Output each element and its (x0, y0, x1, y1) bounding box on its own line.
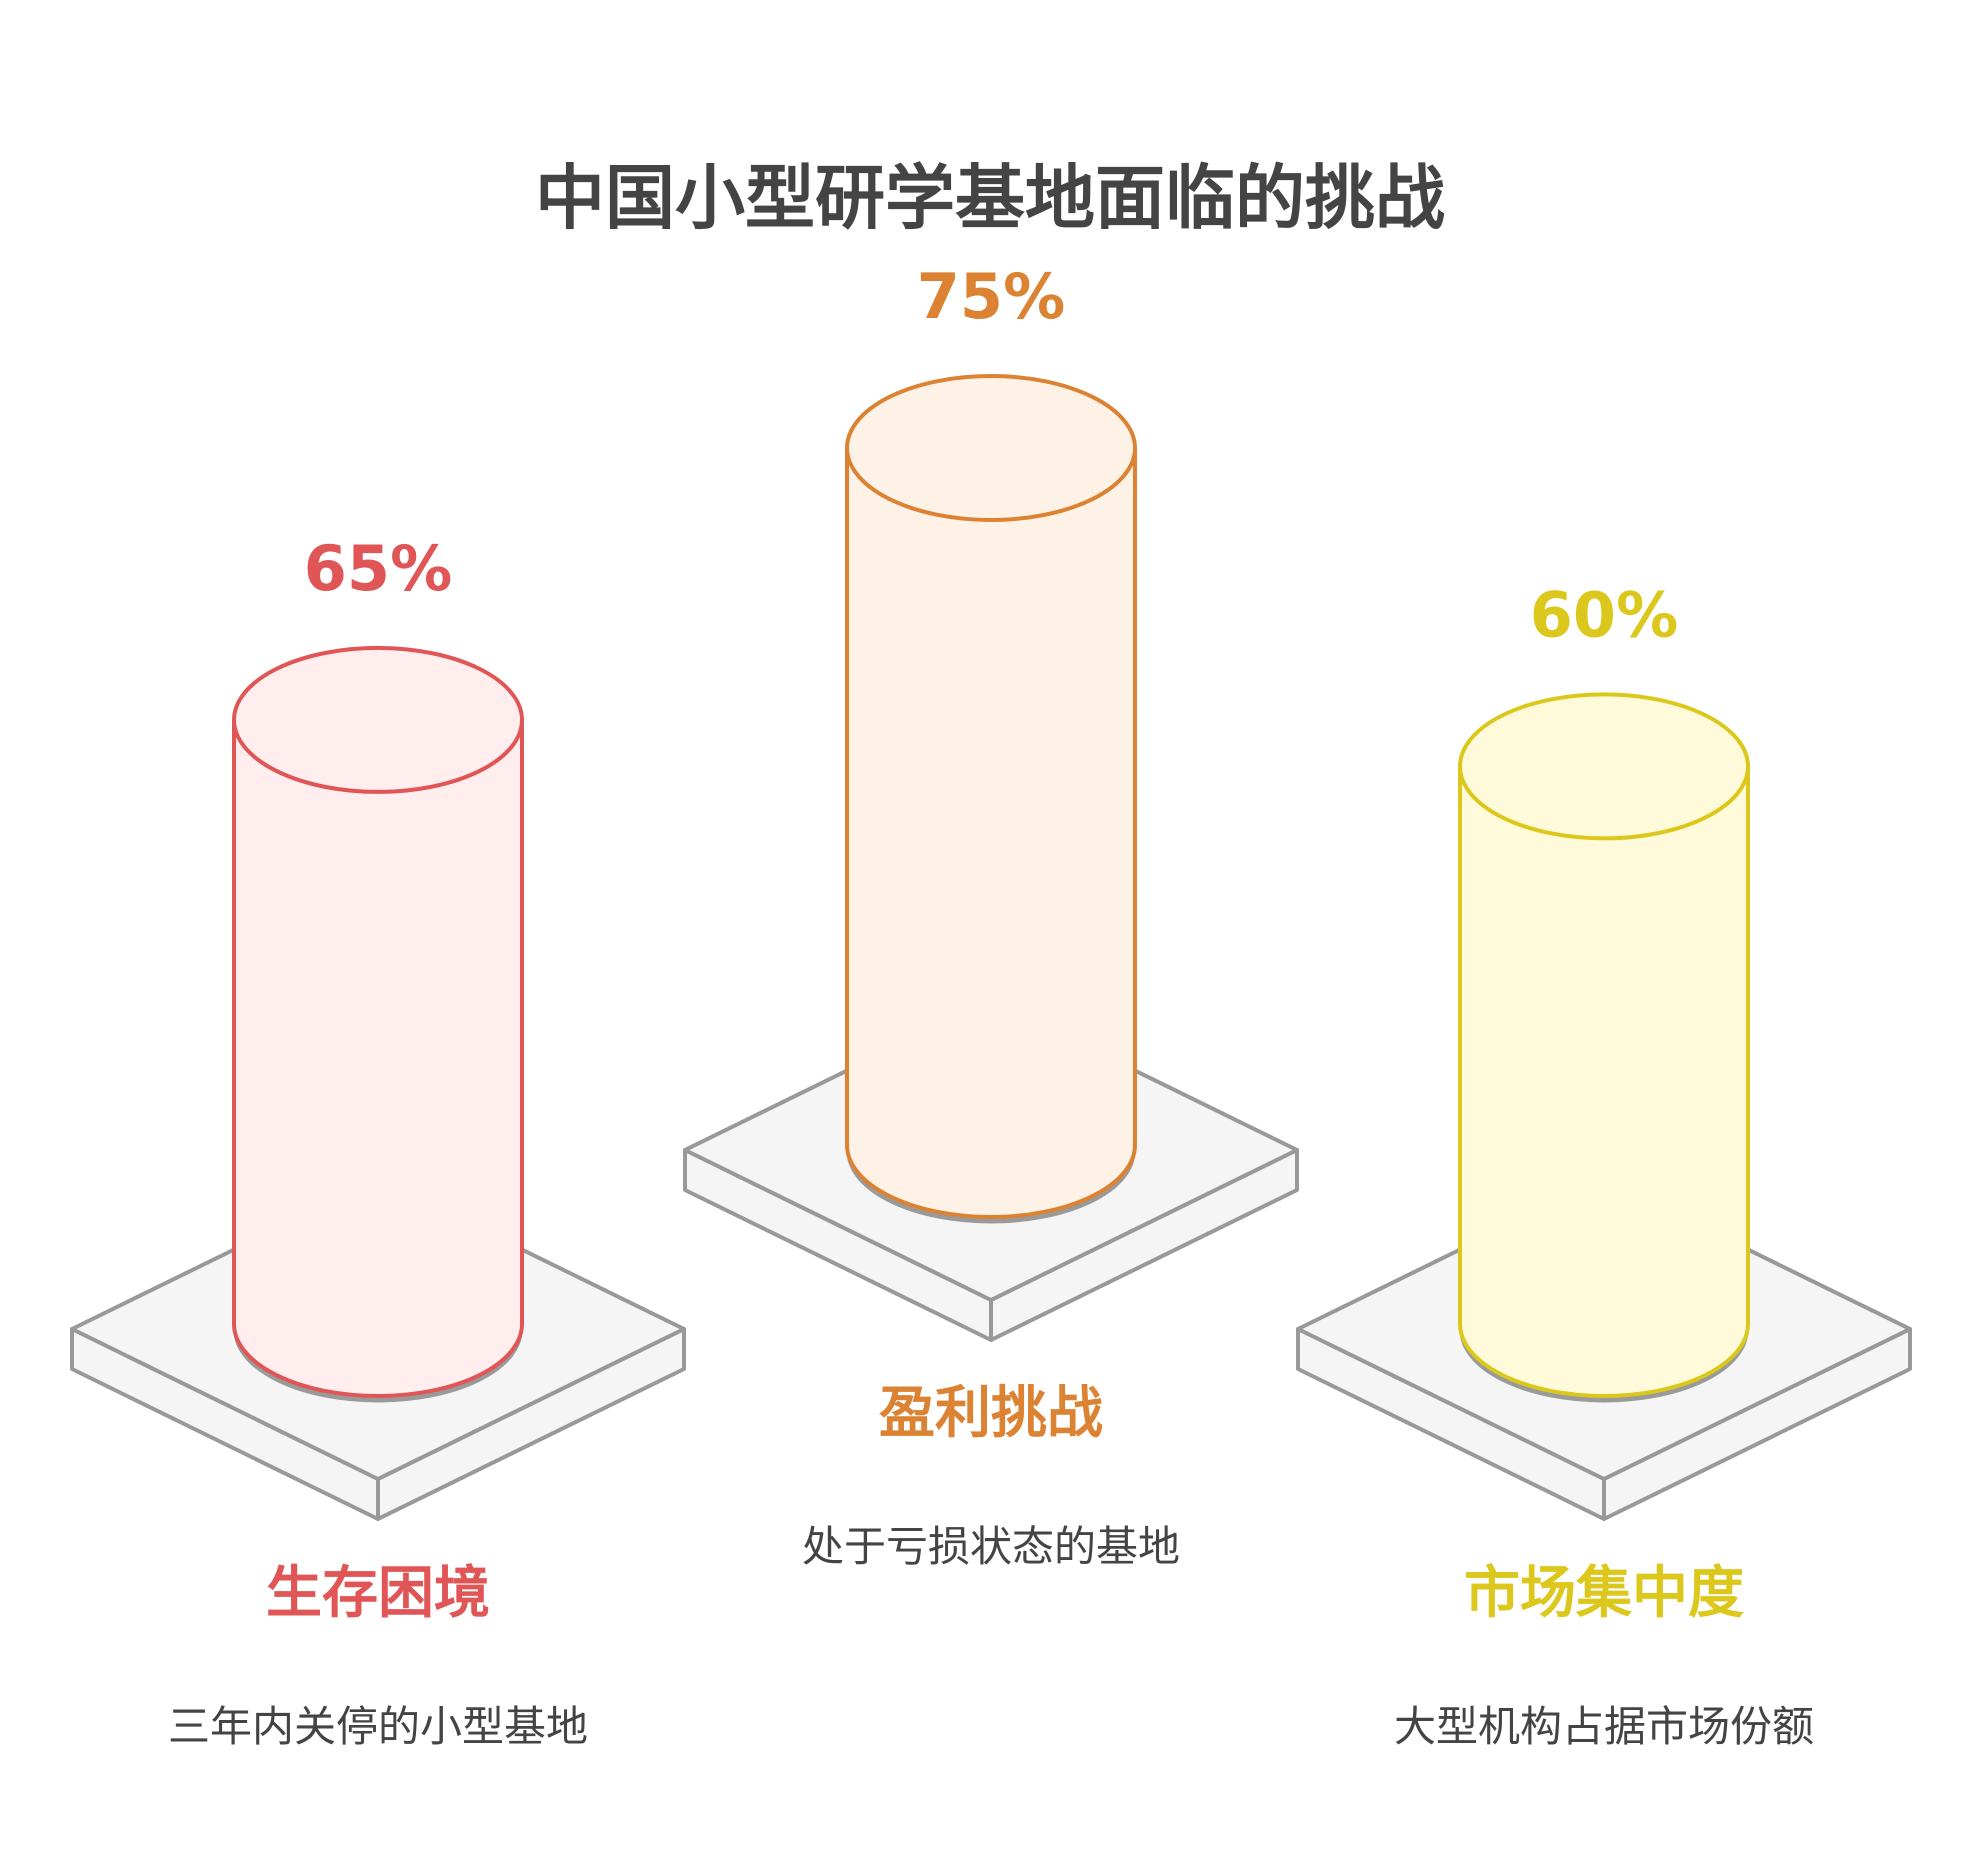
bar-cylinder (232, 717, 524, 1398)
bar-cylinder (1458, 764, 1750, 1398)
category-description: 大型机构占据市场份额 (1394, 1702, 1814, 1751)
category-label: 市场集中度 (1464, 1561, 1744, 1626)
category-label: 生存困境 (266, 1561, 490, 1626)
bar-cylinder (845, 446, 1137, 1219)
bar-cylinder-top (232, 645, 524, 794)
category-description: 三年内关停的小型基地 (168, 1702, 588, 1751)
data-label: 75% (917, 260, 1065, 333)
data-label: 65% (304, 532, 452, 605)
bar-cylinder-top (1458, 692, 1750, 841)
bar-cylinder-top (845, 374, 1137, 522)
chart-title: 中国小型研学基地面临的挑战 (535, 157, 1445, 239)
category-description: 处于亏损状态的基地 (802, 1522, 1180, 1571)
data-label: 60% (1530, 578, 1678, 651)
category-label: 盈利挑战 (879, 1381, 1103, 1446)
